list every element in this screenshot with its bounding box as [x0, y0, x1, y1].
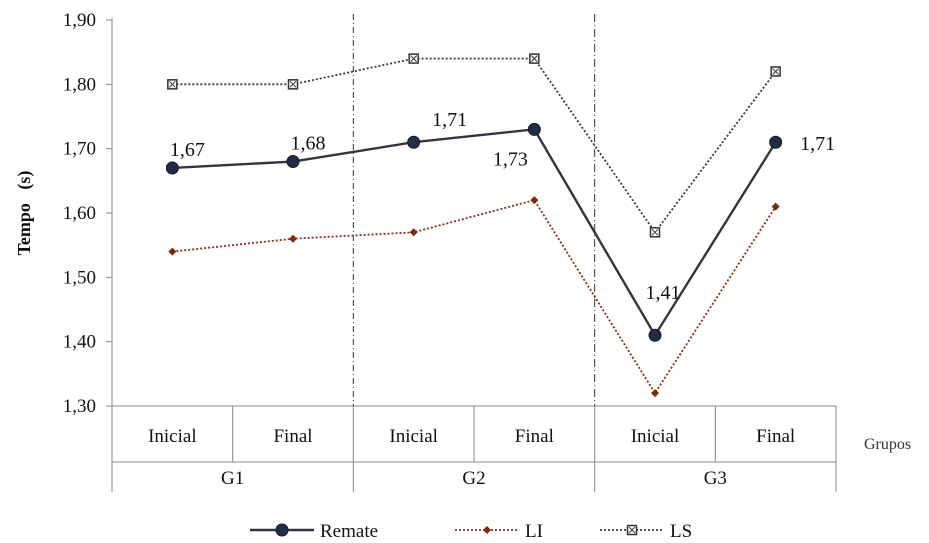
series-line-li: [172, 199, 777, 395]
legend-label: LI: [525, 521, 543, 542]
marker-cross: [168, 80, 176, 88]
data-point-li: [530, 196, 539, 205]
y-tick-label: 1,60: [63, 203, 96, 224]
x-category-label: Inicial: [631, 426, 680, 447]
legend-marker-li: [483, 526, 491, 534]
y-tick-label: 1,70: [63, 139, 96, 160]
x-category-label: Final: [273, 426, 312, 447]
x-category-label: Inicial: [389, 426, 438, 447]
y-tick-label: 1,50: [63, 267, 96, 288]
x-group-label: G1: [221, 468, 244, 489]
x-category-label: Final: [515, 426, 554, 447]
data-point-remate: [648, 328, 662, 342]
marker-cross: [530, 55, 538, 62]
series-line-ls: [172, 57, 777, 234]
data-point-li: [289, 234, 297, 243]
data-label: 1,68: [291, 133, 326, 155]
legend-label: Remate: [320, 521, 378, 542]
x-group-label: G2: [462, 468, 485, 489]
data-label: 1,73: [493, 148, 528, 170]
data-point-remate: [407, 135, 421, 149]
marker-cross: [410, 55, 418, 62]
x-axis-title: Grupos: [864, 436, 911, 453]
data-point-li: [771, 202, 780, 211]
data-point-remate: [527, 122, 541, 136]
data-label: 1,71: [800, 133, 835, 155]
data-point-li: [168, 247, 177, 256]
data-label: 1,67: [170, 139, 205, 161]
legend-label: LS: [670, 521, 692, 542]
data-point-li: [409, 228, 418, 237]
data-point-remate: [165, 161, 179, 175]
x-category-label: Inicial: [148, 426, 197, 447]
marker-cross: [289, 80, 297, 88]
y-tick-label: 1,80: [63, 74, 96, 95]
data-point-remate: [286, 155, 300, 169]
data-label: 1,41: [646, 282, 681, 304]
y-tick-label: 1,90: [63, 10, 96, 31]
marker-cross: [628, 526, 636, 534]
x-group-label: G3: [704, 468, 727, 489]
series-line-remate: [172, 128, 777, 338]
data-point-remate: [769, 135, 783, 149]
y-axis-title: Tempo (s): [14, 171, 35, 256]
marker-cross: [772, 68, 780, 75]
data-point-li: [651, 389, 659, 398]
x-category-label: Final: [756, 426, 795, 447]
y-tick-label: 1,30: [63, 396, 96, 417]
y-tick-label: 1,40: [63, 332, 96, 353]
legend-marker-remate: [275, 523, 289, 537]
data-label: 1,71: [432, 109, 467, 131]
marker-cross: [651, 228, 659, 236]
